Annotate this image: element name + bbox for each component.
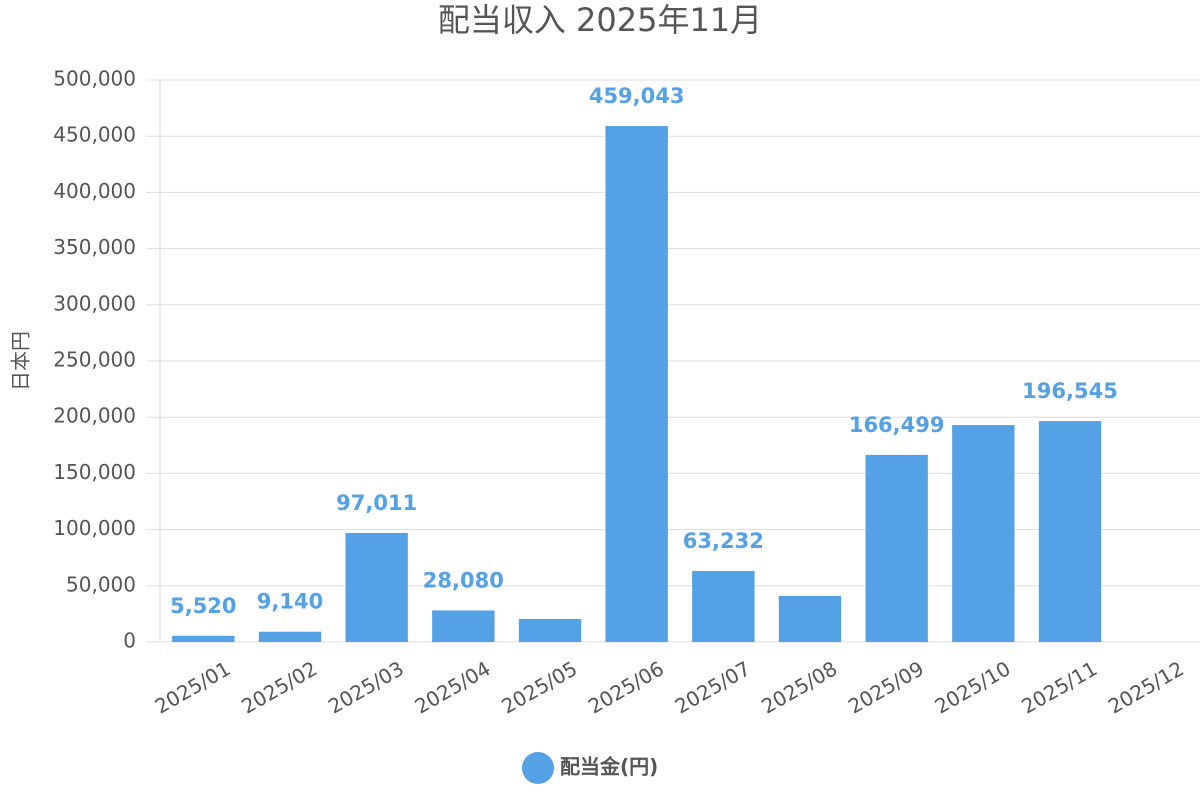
y-tick-label: 400,000 [53, 179, 136, 203]
data-label: 28,080 [423, 568, 504, 592]
bar [605, 126, 668, 643]
y-tick-label: 150,000 [53, 460, 136, 484]
bar [432, 610, 495, 642]
y-tick-label: 350,000 [53, 235, 136, 259]
x-tick-label: 2025/01 [151, 656, 235, 718]
legend-marker [522, 752, 554, 784]
legend-label: 配当金(円) [560, 755, 658, 779]
data-label: 196,545 [1022, 379, 1118, 403]
x-tick-label: 2025/09 [844, 656, 928, 718]
data-label: 97,011 [336, 491, 417, 515]
x-tick-label: 2025/03 [324, 656, 408, 718]
x-tick-label: 2025/06 [584, 656, 668, 718]
data-label: 9,140 [257, 590, 323, 614]
y-tick-label: 500,000 [53, 67, 136, 91]
y-tick-label: 0 [123, 629, 136, 653]
x-tick-label: 2025/02 [237, 656, 321, 718]
data-label: 5,520 [170, 594, 236, 618]
bar [692, 570, 755, 642]
bar [518, 618, 582, 642]
y-tick-label: 300,000 [53, 291, 136, 315]
y-axis-label: 日本円 [9, 331, 33, 391]
x-tick-label: 2025/10 [931, 656, 1015, 718]
chart-title: 配当収入 2025年11月 [438, 1, 762, 39]
x-tick-label: 2025/05 [497, 656, 581, 718]
bar [345, 532, 408, 642]
x-tick-label: 2025/07 [671, 656, 755, 718]
bar [1038, 421, 1102, 642]
y-tick-label: 250,000 [53, 348, 136, 372]
data-label: 166,499 [849, 413, 945, 437]
y-tick-label: 50,000 [66, 572, 136, 596]
y-tick-label: 200,000 [53, 404, 136, 428]
bar [865, 454, 928, 642]
y-tick-label: 100,000 [53, 516, 136, 540]
bar [172, 635, 235, 642]
data-label: 63,232 [683, 529, 764, 553]
data-label: 459,043 [589, 84, 685, 108]
x-tick-label: 2025/08 [757, 656, 841, 718]
bar [778, 595, 842, 642]
x-tick-label: 2025/11 [1017, 656, 1101, 718]
y-tick-label: 450,000 [53, 123, 136, 147]
x-tick-label: 2025/12 [1104, 656, 1188, 718]
bar [258, 631, 322, 642]
bar [952, 425, 1015, 642]
x-tick-label: 2025/04 [411, 656, 495, 718]
